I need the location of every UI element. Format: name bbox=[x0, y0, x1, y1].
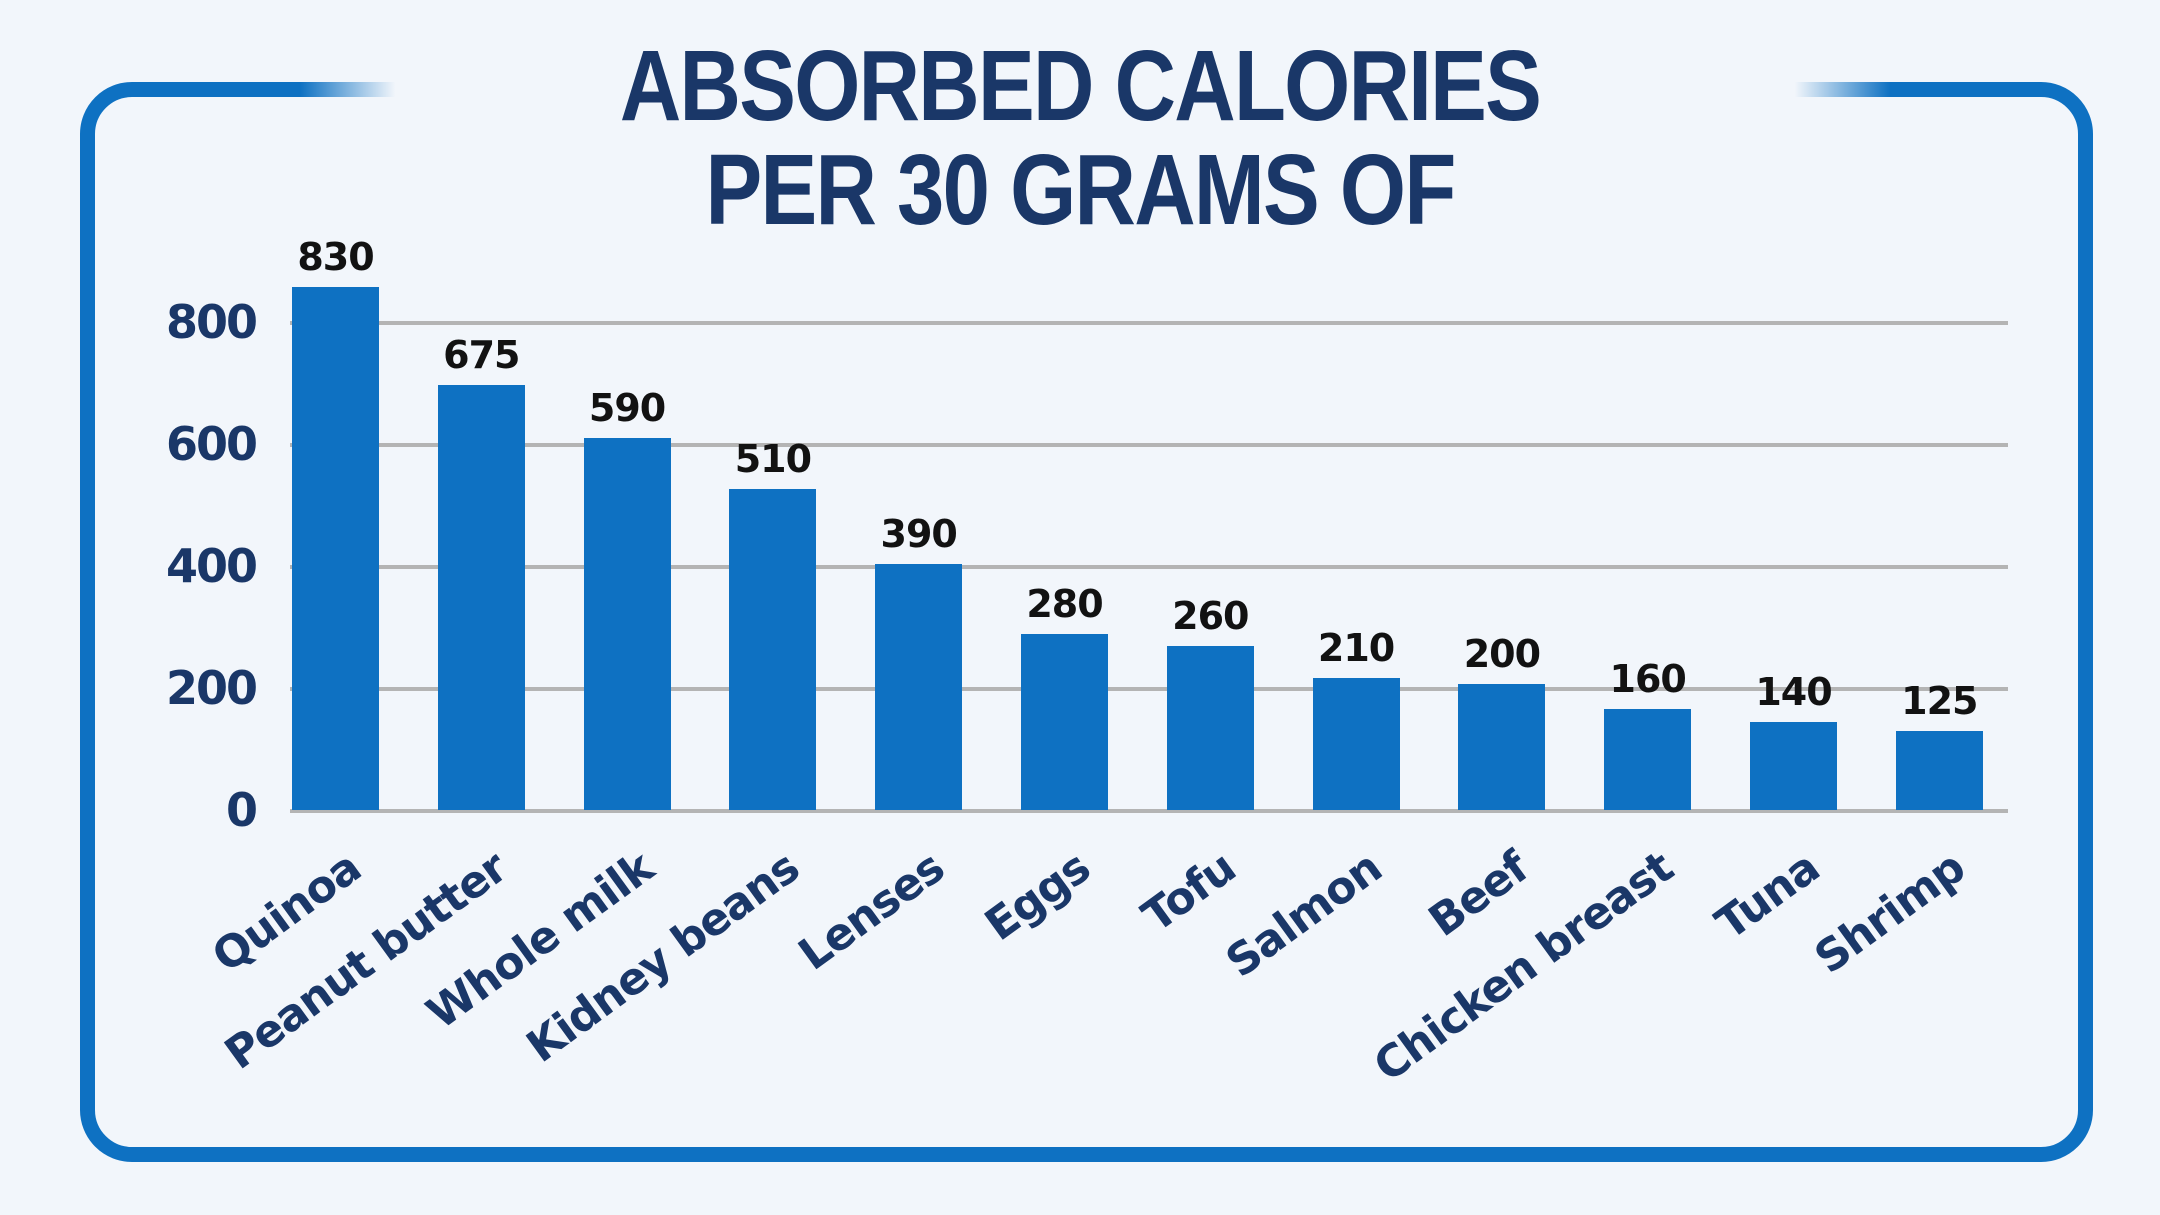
bar-whole-milk bbox=[583, 438, 671, 810]
bar-salmon bbox=[1312, 677, 1400, 810]
y-axis-tick-label: 800 bbox=[165, 294, 258, 349]
frame-top-border-fade-gap bbox=[300, 72, 1890, 108]
bar-value-label: 200 bbox=[1463, 632, 1541, 676]
bar-eggs bbox=[1021, 633, 1108, 810]
bar-value-label: 140 bbox=[1755, 669, 1832, 714]
bar-value-label: 160 bbox=[1609, 657, 1687, 702]
chart-title-line-1: ABSORBED CALORIES bbox=[619, 30, 1542, 142]
bar-value-label: 125 bbox=[1901, 679, 1978, 724]
bar-chicken-breast bbox=[1604, 709, 1692, 810]
y-axis-tick-label: 400 bbox=[165, 538, 258, 593]
bar-value-label: 210 bbox=[1317, 625, 1395, 670]
bar-value-label: 675 bbox=[443, 332, 520, 377]
chart-title: ABSORBED CALORIES PER 30 GRAMS OF bbox=[0, 34, 2160, 242]
bar-kidney-beans bbox=[729, 488, 817, 810]
bar-shrimp bbox=[1895, 731, 1983, 810]
bar-value-label: 260 bbox=[1172, 594, 1249, 639]
bar-value-label: 510 bbox=[734, 436, 812, 481]
bar-value-label: 280 bbox=[1026, 581, 1103, 626]
y-axis-tick-label: 200 bbox=[165, 660, 258, 715]
bar-beef bbox=[1458, 684, 1546, 810]
gridline-600 bbox=[290, 443, 2008, 447]
bar-value-label: 830 bbox=[297, 235, 374, 280]
bar-tofu bbox=[1166, 646, 1254, 810]
bar-value-label: 590 bbox=[588, 386, 666, 431]
bar-value-label: 390 bbox=[880, 512, 958, 557]
bar-peanut-butter bbox=[437, 384, 525, 810]
gridline-800 bbox=[290, 321, 2008, 325]
bar-lenses bbox=[875, 564, 963, 810]
gridline-200 bbox=[290, 687, 2008, 691]
bar-quinoa bbox=[292, 287, 379, 810]
bar-tuna bbox=[1750, 721, 1837, 810]
y-axis-tick-label: 0 bbox=[225, 782, 258, 837]
y-axis-tick-label: 600 bbox=[165, 416, 258, 471]
gridline-400 bbox=[290, 565, 2008, 569]
gridline-0 bbox=[290, 809, 2008, 813]
chart-title-line-2: PER 30 GRAMS OF bbox=[705, 134, 1456, 246]
